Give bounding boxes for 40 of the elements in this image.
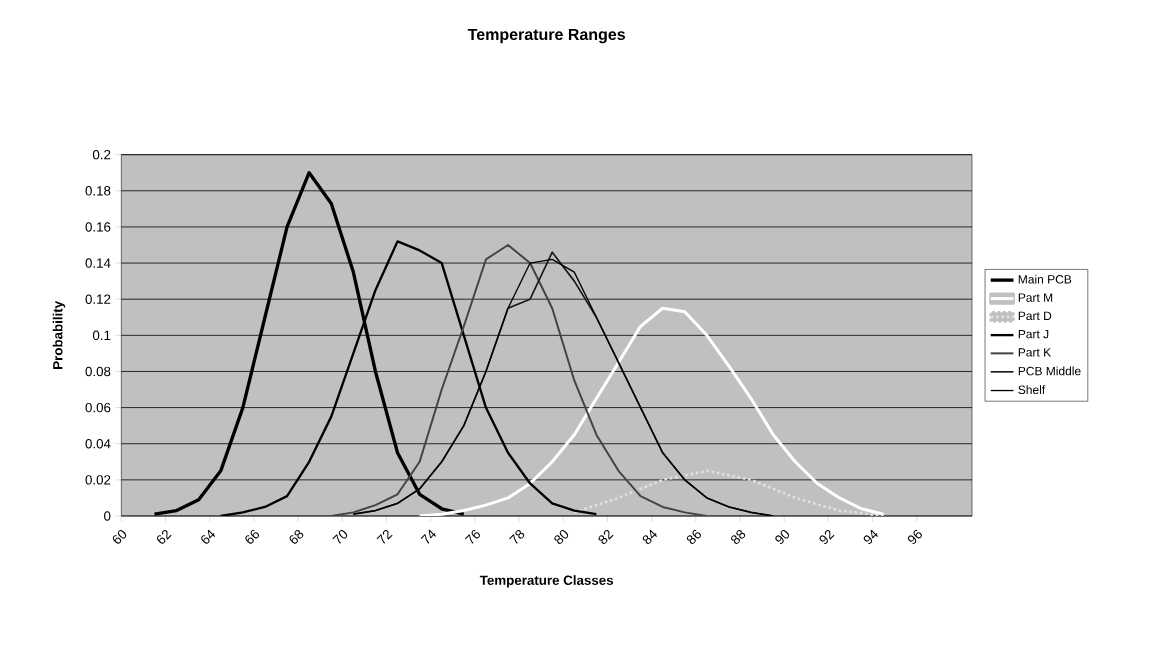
x-tick-label: 76 [464,529,480,544]
x-tick-label: 84 [642,529,658,544]
x-axis-title: Temperature Classes [479,575,614,588]
x-tick-label: 72 [376,529,393,544]
x-tick-label: 92 [819,529,835,544]
y-tick-label: 0.1 [92,330,111,340]
legend-label: Part K [1018,348,1051,357]
y-tick-label: 0.2 [92,149,111,160]
y-tick-label: 0.06 [85,402,111,413]
y-tick-label: 0.12 [85,294,111,304]
x-tick-label: 78 [509,529,525,544]
x-tick-label: 86 [686,529,701,544]
y-tick-label: 0.16 [85,222,111,232]
x-tick-label: 94 [863,529,878,544]
legend-label: Main PCB [1018,274,1072,284]
legend-label: PCB Middle [1018,366,1081,376]
chart-title: Temperature Ranges [467,28,625,44]
y-tick-label: 0.14 [85,258,111,268]
y-tick-label: 0.02 [85,474,111,485]
legend-label: Part M [1018,293,1053,302]
y-tick-label: 0.04 [85,438,111,449]
legend-label: Part J [1018,329,1049,339]
x-tick-label: 62 [156,529,172,544]
x-tick-label: 66 [245,529,260,544]
y-tick-label: 0.08 [85,366,111,377]
x-tick-label: 68 [289,529,304,544]
x-tick-label: 74 [420,529,436,544]
x-tick-label: 82 [598,529,614,544]
y-tick-label: 0 [104,511,111,521]
legend-label: Shelf [1018,385,1046,394]
y-axis-title: Probability [52,300,66,369]
legend-label: Part D [1018,311,1052,320]
x-tick-label: 88 [731,529,746,544]
x-tick-label: 80 [554,529,569,544]
x-tick-label: 70 [332,529,348,544]
x-tick-label: 90 [775,529,790,544]
x-tick-label: 60 [112,529,127,544]
x-tick-label: 64 [201,529,216,544]
x-tick-label: 96 [907,529,922,544]
y-tick-label: 0.18 [85,185,111,196]
